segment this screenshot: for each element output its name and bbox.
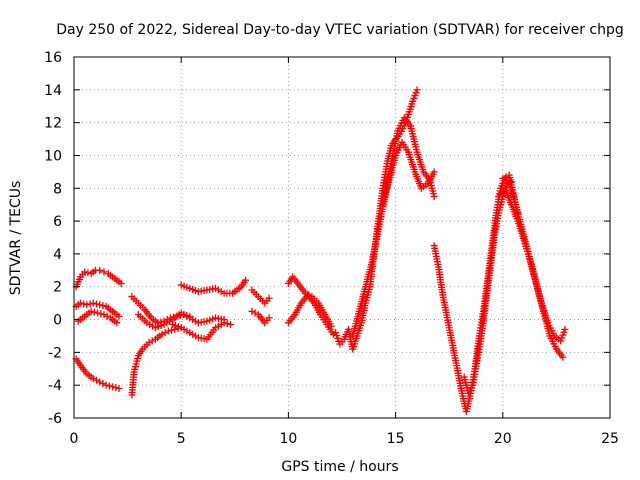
data-point bbox=[96, 378, 104, 386]
y-tick-label: 8 bbox=[53, 181, 62, 197]
y-tick-label: 14 bbox=[44, 83, 62, 99]
x-tick-label: 15 bbox=[387, 431, 405, 447]
series-sat-r bbox=[460, 178, 515, 397]
data-point bbox=[145, 339, 153, 347]
data-point bbox=[81, 268, 89, 276]
data-point bbox=[105, 382, 113, 390]
x-tick-label: 5 bbox=[177, 431, 186, 447]
data-point bbox=[227, 320, 235, 328]
data-point bbox=[93, 376, 101, 384]
data-point bbox=[499, 174, 507, 182]
data-point bbox=[103, 312, 111, 320]
data-point bbox=[109, 383, 117, 391]
data-point bbox=[502, 173, 510, 181]
data-point bbox=[87, 307, 95, 315]
data-point bbox=[148, 337, 156, 345]
data-point bbox=[251, 309, 259, 317]
data-point bbox=[99, 380, 107, 388]
data-point bbox=[265, 294, 273, 302]
data-point bbox=[102, 381, 110, 389]
data-point bbox=[220, 319, 228, 327]
y-tick-label: -6 bbox=[48, 411, 62, 427]
plot-frame bbox=[73, 56, 611, 419]
series-sat-p bbox=[379, 138, 438, 209]
series-sat-b bbox=[72, 299, 123, 320]
data-point bbox=[93, 300, 101, 308]
data-point bbox=[86, 300, 94, 308]
data-point bbox=[559, 353, 567, 361]
data-points bbox=[72, 86, 569, 415]
series-sat-i bbox=[177, 276, 250, 297]
axis-ticks: 0 5 10 15 20 25 -6 -4 -2 0 2 4 6 8 10 12 14 16 bbox=[44, 50, 619, 447]
x-tick-label: 20 bbox=[494, 431, 512, 447]
data-point bbox=[413, 86, 421, 94]
series-sat-d bbox=[72, 355, 123, 392]
y-tick-label: 6 bbox=[53, 214, 62, 230]
series-sat-f bbox=[128, 293, 194, 327]
data-point bbox=[248, 307, 256, 315]
data-point bbox=[76, 299, 84, 307]
x-tick-label: 10 bbox=[279, 431, 297, 447]
y-tick-label: 0 bbox=[53, 313, 62, 329]
y-axis-label: SDTVAR / TECUs bbox=[8, 181, 24, 296]
data-point bbox=[100, 268, 108, 276]
grid bbox=[74, 57, 610, 418]
data-point bbox=[113, 319, 121, 327]
x-axis-label: GPS time / hours bbox=[281, 459, 398, 475]
series-sat-j bbox=[248, 286, 273, 307]
y-tick-label: 12 bbox=[44, 116, 62, 132]
data-point bbox=[84, 269, 92, 277]
series-sat-g bbox=[134, 309, 228, 332]
series-sat-h bbox=[169, 319, 235, 343]
y-tick-label: 2 bbox=[53, 280, 62, 296]
chart-title: Day 250 of 2022, Sidereal Day-to-day VTE… bbox=[56, 22, 624, 38]
y-tick-label: -2 bbox=[48, 345, 62, 361]
data-point bbox=[117, 279, 125, 287]
y-tick-label: -4 bbox=[48, 378, 62, 394]
data-point bbox=[89, 299, 97, 307]
y-tick-label: 10 bbox=[44, 148, 62, 164]
data-point bbox=[561, 325, 569, 333]
data-point bbox=[265, 314, 273, 322]
data-point bbox=[83, 301, 91, 309]
data-point bbox=[80, 300, 88, 308]
data-point bbox=[161, 329, 169, 337]
data-point bbox=[430, 192, 438, 200]
series-sat-c bbox=[74, 307, 121, 327]
data-point bbox=[112, 384, 120, 392]
data-point bbox=[430, 168, 438, 176]
series-sat-k bbox=[248, 307, 273, 327]
data-point bbox=[242, 276, 250, 284]
series-sat-e bbox=[128, 324, 185, 399]
series-sat-q bbox=[430, 174, 522, 415]
data-point bbox=[96, 301, 104, 309]
data-point bbox=[90, 308, 98, 316]
data-point bbox=[171, 325, 179, 333]
data-point bbox=[115, 384, 123, 392]
data-point bbox=[164, 327, 172, 335]
x-tick-label: 25 bbox=[601, 431, 619, 447]
data-point bbox=[115, 312, 123, 320]
y-tick-label: 4 bbox=[53, 247, 62, 263]
series-sat-m bbox=[284, 291, 337, 338]
data-point bbox=[158, 330, 166, 338]
data-point bbox=[223, 320, 231, 328]
data-point bbox=[89, 375, 97, 383]
y-tick-label: 16 bbox=[44, 50, 62, 66]
series-sat-t bbox=[495, 184, 567, 361]
data-point bbox=[99, 302, 107, 310]
data-point bbox=[100, 311, 108, 319]
data-point bbox=[96, 266, 104, 274]
data-point bbox=[97, 310, 105, 318]
data-point bbox=[168, 326, 176, 334]
data-point bbox=[94, 309, 102, 317]
data-point bbox=[154, 319, 162, 327]
x-tick-label: 0 bbox=[70, 431, 79, 447]
